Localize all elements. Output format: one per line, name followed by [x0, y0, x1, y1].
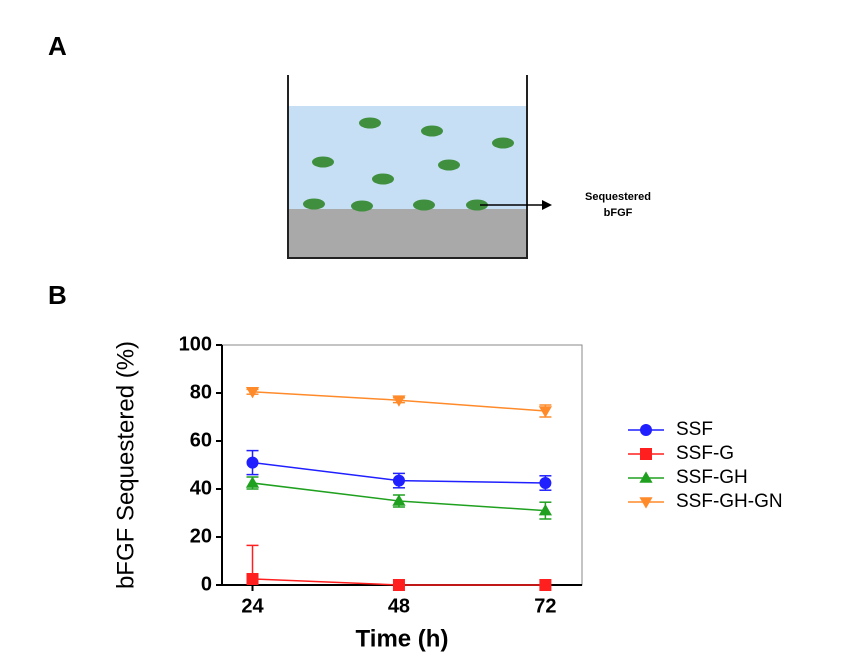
- beaker-wall: [287, 75, 528, 259]
- annotation: bFGF: [604, 207, 633, 219]
- marker: [392, 474, 405, 487]
- beaker-diagram: Sequestered bFGF: [287, 75, 651, 259]
- panel-label: B: [48, 280, 67, 310]
- particle: [351, 200, 373, 212]
- marker: [245, 387, 260, 399]
- particle: [303, 198, 325, 210]
- marker: [246, 456, 259, 469]
- y-tick-label: 20: [190, 525, 212, 547]
- particle: [438, 159, 460, 171]
- marker: [392, 494, 406, 506]
- y-tick-label: 80: [190, 381, 212, 403]
- marker: [539, 477, 552, 489]
- marker: [639, 497, 653, 509]
- marker: [245, 476, 260, 488]
- x-tick-label: 24: [241, 595, 264, 617]
- panel-label: A: [48, 31, 67, 61]
- chart: 0 20 40 60 80 100 24 48 72 Time (h) bFGF Sequester…: [112, 333, 782, 652]
- particle: [421, 125, 443, 137]
- y-axis-title: bFGF Sequestered (%): [112, 341, 139, 589]
- legend-label: SSF-G: [676, 443, 734, 464]
- legend-label: SSF-GH: [676, 467, 748, 488]
- y-tick-label: 0: [201, 573, 212, 595]
- marker: [392, 395, 406, 407]
- legend-label: SSF-GH-GN: [676, 491, 783, 512]
- particle: [466, 199, 488, 211]
- marker: [539, 579, 552, 591]
- marker: [640, 424, 652, 436]
- particle: [492, 137, 514, 149]
- x-tick-label: 72: [534, 595, 556, 617]
- y-tick-label: 40: [190, 477, 212, 499]
- y-tick-label: 100: [179, 333, 212, 355]
- x-axis-title: Time (h): [356, 625, 449, 652]
- y-tick-label: 60: [190, 429, 212, 451]
- particle: [413, 199, 435, 211]
- substrate: [288, 209, 527, 258]
- legend: SSF SSF-G SSF-GH SSF-GH-GN: [628, 419, 783, 512]
- arrow-head: [542, 200, 552, 210]
- particle: [359, 117, 381, 129]
- particle: [372, 173, 394, 185]
- annotation: Sequestered: [585, 191, 651, 203]
- marker: [538, 504, 552, 516]
- legend-label: SSF: [676, 419, 713, 440]
- marker: [640, 448, 652, 460]
- marker: [246, 573, 259, 585]
- marker: [639, 471, 653, 483]
- particles: [303, 117, 514, 212]
- marker: [392, 579, 405, 591]
- marker: [538, 406, 552, 418]
- x-tick-label: 48: [388, 595, 410, 617]
- particle: [312, 156, 334, 168]
